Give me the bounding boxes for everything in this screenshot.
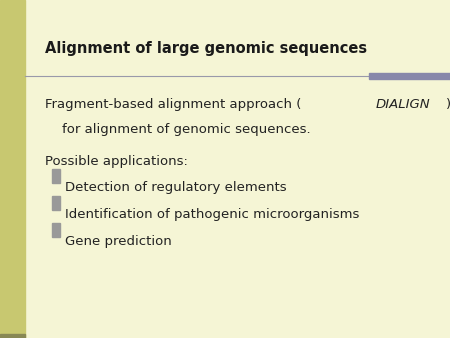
Bar	[0, 334, 25, 338]
Text: Detection of regulatory elements: Detection of regulatory elements	[65, 181, 287, 194]
Text: Fragment-based alignment approach (: Fragment-based alignment approach (	[45, 98, 302, 111]
Text: Gene prediction: Gene prediction	[65, 235, 172, 248]
Text: for alignment of genomic sequences.: for alignment of genomic sequences.	[45, 123, 310, 136]
Text: DIALIGN: DIALIGN	[376, 98, 431, 111]
Bar	[52, 196, 60, 210]
Bar	[52, 223, 60, 237]
Text: Identification of pathogenic microorganisms: Identification of pathogenic microorgani…	[65, 208, 360, 221]
Text: Alignment of large genomic sequences: Alignment of large genomic sequences	[45, 41, 367, 55]
Bar	[0, 0, 25, 338]
Text: ) useful: ) useful	[446, 98, 450, 111]
Bar	[52, 169, 60, 183]
Text: Possible applications:: Possible applications:	[45, 155, 188, 168]
Bar	[369, 73, 450, 79]
